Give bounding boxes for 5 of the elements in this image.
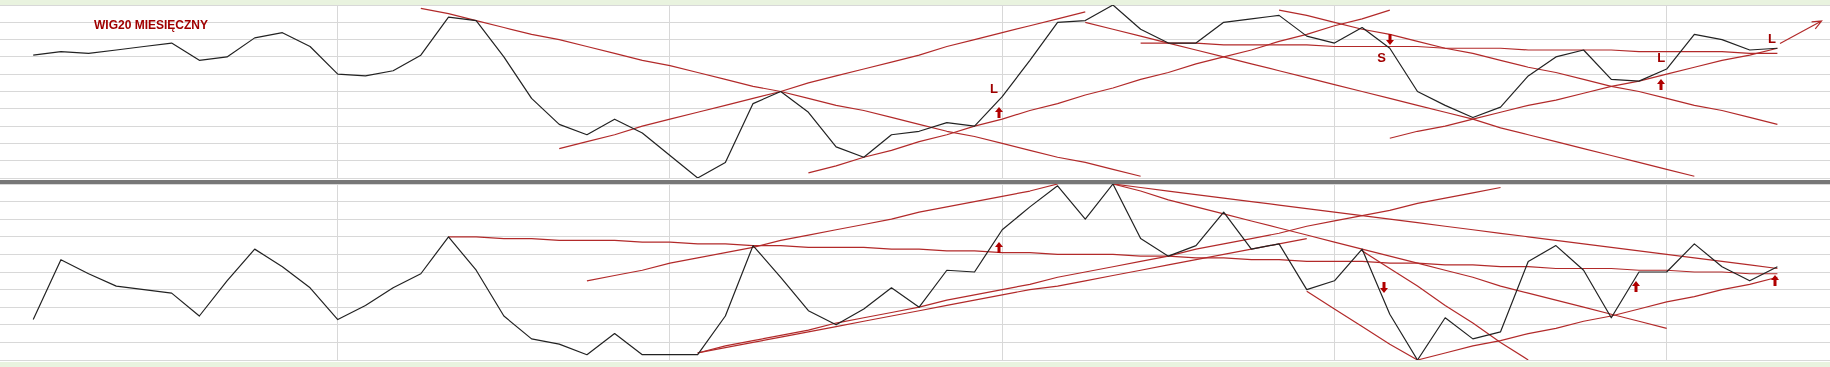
annotation: L	[989, 81, 998, 97]
annotation: L	[1767, 31, 1776, 47]
text: WIG20 MIESIĘCZNY	[94, 18, 209, 32]
annotation: S	[1377, 50, 1387, 66]
annotation: L	[1657, 50, 1666, 66]
